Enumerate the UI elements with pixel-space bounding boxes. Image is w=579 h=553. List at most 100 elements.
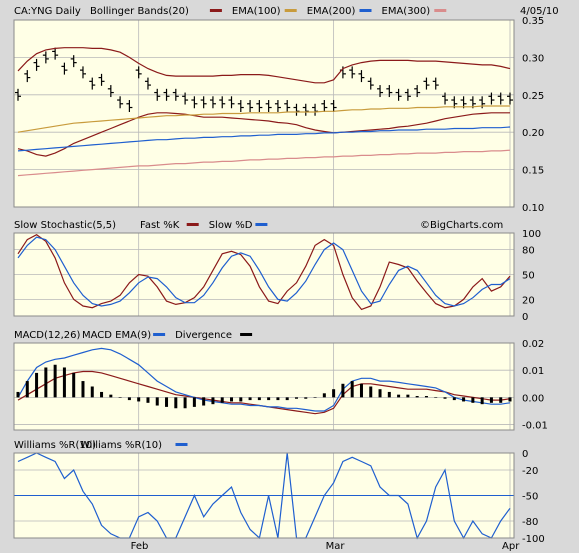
legend-williams-r-10: Williams %R(10) (80, 440, 162, 451)
stochastic-tick-label: 0 (522, 312, 528, 323)
divergence-bar (294, 397, 298, 399)
divergence-bar (230, 397, 234, 402)
divergence-bar (471, 397, 475, 403)
williams-y-axis: 0 -20 -50 -80 -100 (522, 449, 545, 545)
price-tick-label: 0.25 (522, 91, 544, 102)
divergence-bar (53, 364, 57, 398)
price-bar (395, 88, 402, 101)
price-bar (293, 103, 300, 116)
williams-panel: Williams %R(10) Williams %R(10) 0 -20 -50 -… (13, 440, 545, 545)
stochastic-frame (13, 232, 515, 317)
price-bar (191, 96, 198, 109)
price-bar (507, 92, 513, 105)
price-bar (144, 77, 151, 90)
divergence-bar (322, 393, 326, 398)
price-bar (321, 100, 328, 113)
price-bar (330, 100, 337, 113)
price-grid (14, 19, 514, 208)
price-title: CA:YNG Daily (14, 6, 81, 17)
price-bar (488, 92, 495, 105)
series-line-ema-300 (17, 149, 511, 177)
price-panel: CA:YNG Daily 4/05/10 Bollinger Bands(20)… (13, 6, 559, 214)
price-bar (98, 73, 105, 86)
price-tick-label: 0.20 (522, 128, 544, 139)
price-date-label: 4/05/10 (520, 6, 559, 17)
williams-tick-label: -50 (522, 492, 538, 503)
macd-tick-label: -0.01 (522, 421, 548, 432)
price-bar (33, 58, 40, 71)
stochastic-tick-label: 20 (522, 295, 535, 306)
divergence-bar (415, 396, 419, 398)
series-line-williams-r-10 (17, 452, 511, 540)
williams-legend: Williams %R(10) (80, 440, 188, 451)
price-bar (274, 100, 281, 113)
legend-swatch-ema-100 (284, 9, 297, 12)
divergence-bar (434, 397, 438, 398)
price-bar (24, 70, 31, 83)
macd-tick-label: 0.02 (522, 339, 544, 350)
divergence-bar (183, 397, 187, 409)
legend-swatch-bollinger-bands-20 (209, 9, 222, 12)
price-bar (182, 92, 189, 105)
price-bar (349, 66, 356, 79)
price-bar (107, 85, 114, 98)
price-legend: Bollinger Bands(20) EMA(100) EMA(200) EMA(3… (90, 6, 447, 17)
price-bar (404, 88, 411, 101)
divergence-bar (202, 397, 206, 406)
divergence-bar (35, 372, 39, 398)
legend-swatch-ema-200 (359, 9, 372, 12)
divergence-bar (81, 381, 85, 398)
divergence-bar (508, 397, 512, 402)
macd-legend: MACD EMA(9) Divergence (82, 330, 253, 341)
divergence-bar (304, 397, 308, 399)
divergence-bar (462, 397, 466, 402)
divergence-bar (137, 397, 141, 402)
price-bar (302, 103, 309, 116)
divergence-bar (248, 397, 252, 401)
divergence-bar (100, 391, 104, 398)
price-bar (209, 96, 216, 109)
price-bar (367, 77, 374, 90)
price-bar (497, 92, 504, 105)
price-bar (284, 100, 291, 113)
price-bar (135, 66, 142, 79)
divergence-bar (90, 386, 94, 398)
series-line-fast-k (17, 233, 511, 311)
divergence-bar (109, 394, 113, 398)
stochastic-panel: Slow Stochastic(5,5) ©BigCharts.com Fast… (13, 220, 541, 323)
divergence-bar (44, 367, 48, 398)
divergence-bar (359, 383, 363, 398)
divergence-bar (220, 397, 224, 403)
price-bar (377, 85, 384, 98)
stochastic-tick-label: 100 (522, 229, 541, 240)
divergence-bar (165, 397, 169, 407)
divergence-bar (118, 397, 122, 398)
macd-title: MACD(12,26) (14, 330, 81, 341)
williams-tick-label: -80 (522, 517, 538, 528)
macd-frame (13, 342, 515, 431)
x-axis-labels: Feb Mar Apr (131, 541, 521, 552)
divergence-bar (285, 397, 289, 401)
x-label-apr: Apr (502, 541, 520, 552)
divergence-bar (239, 397, 243, 402)
price-bar (61, 62, 68, 75)
divergence-bar (406, 394, 410, 398)
price-bar (265, 100, 272, 113)
stochastic-series (17, 233, 511, 311)
divergence-bar (369, 386, 373, 398)
divergence-bar (276, 397, 280, 401)
series-line-macd-ema-9 (17, 347, 511, 412)
price-bar (79, 66, 86, 79)
price-bar (237, 100, 244, 113)
williams-tick-label: -20 (522, 466, 538, 477)
divergence-bar (72, 372, 76, 398)
divergence-bar (378, 389, 382, 398)
price-y-axis: 0.35 0.30 0.25 0.20 0.15 0.10 (522, 16, 544, 214)
series-line-slow-d (17, 236, 511, 307)
price-bar (256, 100, 263, 113)
series-line-ema-100 (17, 105, 510, 133)
williams-title: Williams %R(10) (14, 440, 96, 451)
series-line-bollinger-upper (17, 47, 511, 84)
series-line-bollinger-lower (17, 112, 510, 157)
